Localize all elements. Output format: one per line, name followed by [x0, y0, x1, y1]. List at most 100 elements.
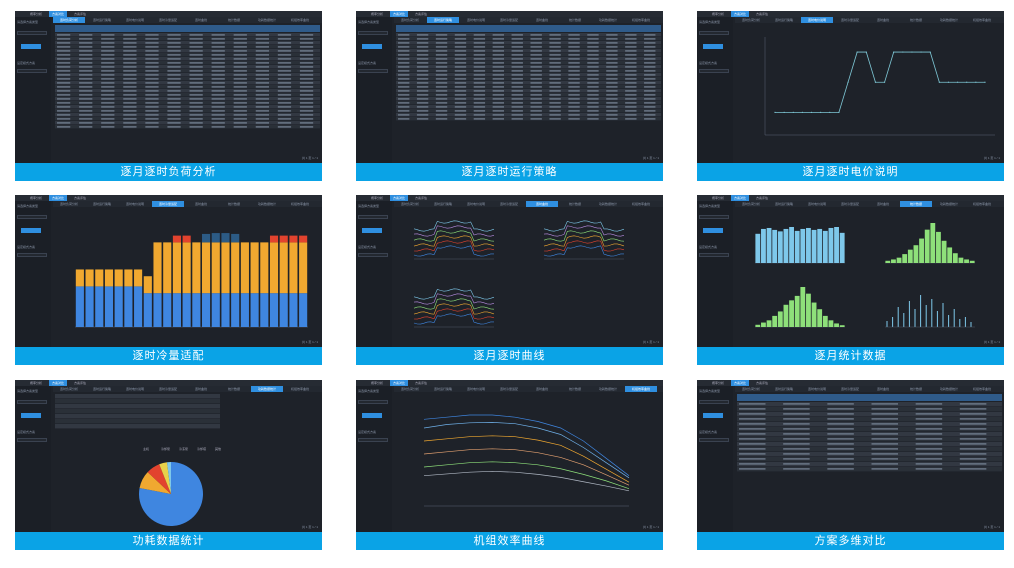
mode-dropdown[interactable]: [699, 438, 729, 442]
scheme-type-dropdown[interactable]: [358, 400, 388, 404]
main-tab[interactable]: 逐时电价说明: [466, 18, 485, 22]
analyze-button[interactable]: [21, 228, 41, 233]
main-tab[interactable]: 逐时冷量适配: [840, 18, 859, 22]
main-tab[interactable]: 功耗数据统计: [939, 18, 958, 22]
window-tab[interactable]: 方案评估: [756, 196, 769, 200]
pager[interactable]: 共 1 页 1 / 1: [642, 525, 659, 529]
main-tab[interactable]: 功耗数据统计: [598, 387, 617, 391]
main-tab[interactable]: 统计数据: [909, 387, 922, 391]
main-tab[interactable]: 机组效率曲线: [290, 18, 309, 22]
mode-dropdown[interactable]: [17, 69, 47, 73]
analyze-button[interactable]: [703, 44, 723, 49]
main-tab[interactable]: 功耗数据统计: [598, 202, 617, 206]
window-tab[interactable]: 概率分析: [30, 196, 43, 200]
main-tab[interactable]: 逐时负荷分析: [59, 202, 78, 206]
main-tab[interactable]: 逐时电价说明: [125, 18, 144, 22]
main-tab[interactable]: 逐时电价说明: [801, 17, 833, 23]
main-tab[interactable]: 逐时运行策略: [774, 18, 793, 22]
main-tab[interactable]: 逐时负荷分析: [741, 202, 760, 206]
window-tab[interactable]: 概率分析: [30, 381, 43, 385]
window-tab[interactable]: 方案对比: [49, 195, 68, 201]
pager[interactable]: 共 1 页 1 / 1: [301, 525, 318, 529]
main-tab[interactable]: 逐时运行策略: [92, 202, 111, 206]
pager[interactable]: 共 1 页 1 / 1: [983, 525, 1000, 529]
main-tab[interactable]: 逐时运行策略: [433, 387, 452, 391]
gallery-tile[interactable]: 概率分析 方案对比 方案评估 请选择方案类型 设定模式方案 逐时负荷分析 逐时运行策略 逐时电…: [356, 11, 663, 181]
main-tab[interactable]: 逐时曲线: [876, 202, 889, 206]
main-tab[interactable]: 逐时运行策略: [92, 387, 111, 391]
window-tab[interactable]: 方案评估: [415, 381, 428, 385]
main-tab[interactable]: 逐时电价说明: [466, 202, 485, 206]
window-tab[interactable]: 方案评估: [756, 12, 769, 16]
analyze-button[interactable]: [362, 44, 382, 49]
main-tab[interactable]: 统计数据: [568, 387, 581, 391]
gallery-tile[interactable]: 概率分析 方案对比 方案评估 请选择方案类型 设定模式方案 逐时负荷分析 逐时运行策略 逐时电…: [15, 195, 322, 365]
main-tab[interactable]: 逐时曲线: [876, 387, 889, 391]
pager[interactable]: 共 1 页 1 / 1: [301, 340, 318, 344]
window-tab[interactable]: 方案对比: [731, 11, 750, 17]
window-tab[interactable]: 概率分析: [712, 381, 725, 385]
main-tab[interactable]: 逐时曲线: [535, 18, 548, 22]
main-tab[interactable]: 逐时电价说明: [807, 387, 826, 391]
window-tab[interactable]: 方案对比: [731, 195, 750, 201]
main-tab[interactable]: 功耗数据统计: [939, 202, 958, 206]
main-tab[interactable]: 逐时冷量适配: [152, 201, 184, 207]
gallery-tile[interactable]: 概率分析 方案对比 方案评估 请选择方案类型 设定模式方案 逐时负荷分析 逐时运行策略 逐时电…: [697, 195, 1004, 365]
main-tab[interactable]: 逐时冷量适配: [499, 18, 518, 22]
main-tab[interactable]: 机组效率曲线: [972, 202, 991, 206]
main-tab[interactable]: 逐时冷量适配: [158, 18, 177, 22]
main-tab[interactable]: 逐时电价说明: [125, 387, 144, 391]
window-tab[interactable]: 概率分析: [30, 12, 43, 16]
main-tab[interactable]: 逐时负荷分析: [400, 18, 419, 22]
main-tab[interactable]: 机组效率曲线: [290, 202, 309, 206]
main-tab[interactable]: 逐时冷量适配: [499, 387, 518, 391]
main-tab[interactable]: 逐时冷量适配: [158, 387, 177, 391]
main-tab[interactable]: 统计数据: [900, 201, 932, 207]
main-tab[interactable]: 功耗数据统计: [257, 18, 276, 22]
analyze-button[interactable]: [362, 413, 382, 418]
main-tab[interactable]: 功耗数据统计: [598, 18, 617, 22]
window-tab[interactable]: 方案评估: [756, 381, 769, 385]
window-tab[interactable]: 方案对比: [390, 380, 409, 386]
main-tab[interactable]: 功耗数据统计: [939, 387, 958, 391]
gallery-tile[interactable]: 概率分析 方案对比 方案评估 请选择方案类型 设定模式方案 逐时负荷分析 逐时运行策略 逐时电…: [356, 195, 663, 365]
mode-dropdown[interactable]: [17, 253, 47, 257]
main-tab[interactable]: 统计数据: [568, 202, 581, 206]
main-tab[interactable]: 机组效率曲线: [972, 18, 991, 22]
main-tab[interactable]: 统计数据: [227, 387, 240, 391]
mode-dropdown[interactable]: [358, 69, 388, 73]
window-tab[interactable]: 方案对比: [390, 11, 409, 17]
main-tab[interactable]: 功耗数据统计: [257, 202, 276, 206]
main-tab[interactable]: 逐时负荷分析: [741, 387, 760, 391]
main-tab[interactable]: 逐时负荷分析: [400, 202, 419, 206]
window-tab[interactable]: 方案评估: [415, 196, 428, 200]
scheme-type-dropdown[interactable]: [17, 215, 47, 219]
pager[interactable]: 共 1 页 1 / 1: [642, 340, 659, 344]
window-tab[interactable]: 方案对比: [390, 195, 409, 201]
main-tab[interactable]: 逐时冷量适配: [840, 387, 859, 391]
window-tab[interactable]: 方案对比: [731, 380, 750, 386]
main-tab[interactable]: 逐时电价说明: [125, 202, 144, 206]
pager[interactable]: 共 1 页 1 / 1: [301, 156, 318, 160]
mode-dropdown[interactable]: [699, 69, 729, 73]
main-tab[interactable]: 统计数据: [909, 18, 922, 22]
main-tab[interactable]: 机组效率曲线: [972, 387, 991, 391]
analyze-button[interactable]: [703, 228, 723, 233]
scheme-type-dropdown[interactable]: [699, 400, 729, 404]
analyze-button[interactable]: [21, 44, 41, 49]
window-tab[interactable]: 方案评估: [415, 12, 428, 16]
window-tab[interactable]: 方案评估: [74, 196, 87, 200]
window-tab[interactable]: 方案对比: [49, 380, 68, 386]
scheme-type-dropdown[interactable]: [17, 31, 47, 35]
window-tab[interactable]: 概率分析: [371, 196, 384, 200]
scheme-type-dropdown[interactable]: [699, 215, 729, 219]
main-tab[interactable]: 统计数据: [227, 18, 240, 22]
main-tab[interactable]: 逐时负荷分析: [53, 17, 85, 23]
main-tab[interactable]: 逐时曲线: [526, 201, 558, 207]
main-tab[interactable]: 机组效率曲线: [290, 387, 309, 391]
main-tab[interactable]: 逐时曲线: [876, 18, 889, 22]
analyze-button[interactable]: [362, 228, 382, 233]
window-tab[interactable]: 概率分析: [712, 12, 725, 16]
pager[interactable]: 共 1 页 1 / 1: [642, 156, 659, 160]
main-tab[interactable]: 逐时曲线: [194, 202, 207, 206]
